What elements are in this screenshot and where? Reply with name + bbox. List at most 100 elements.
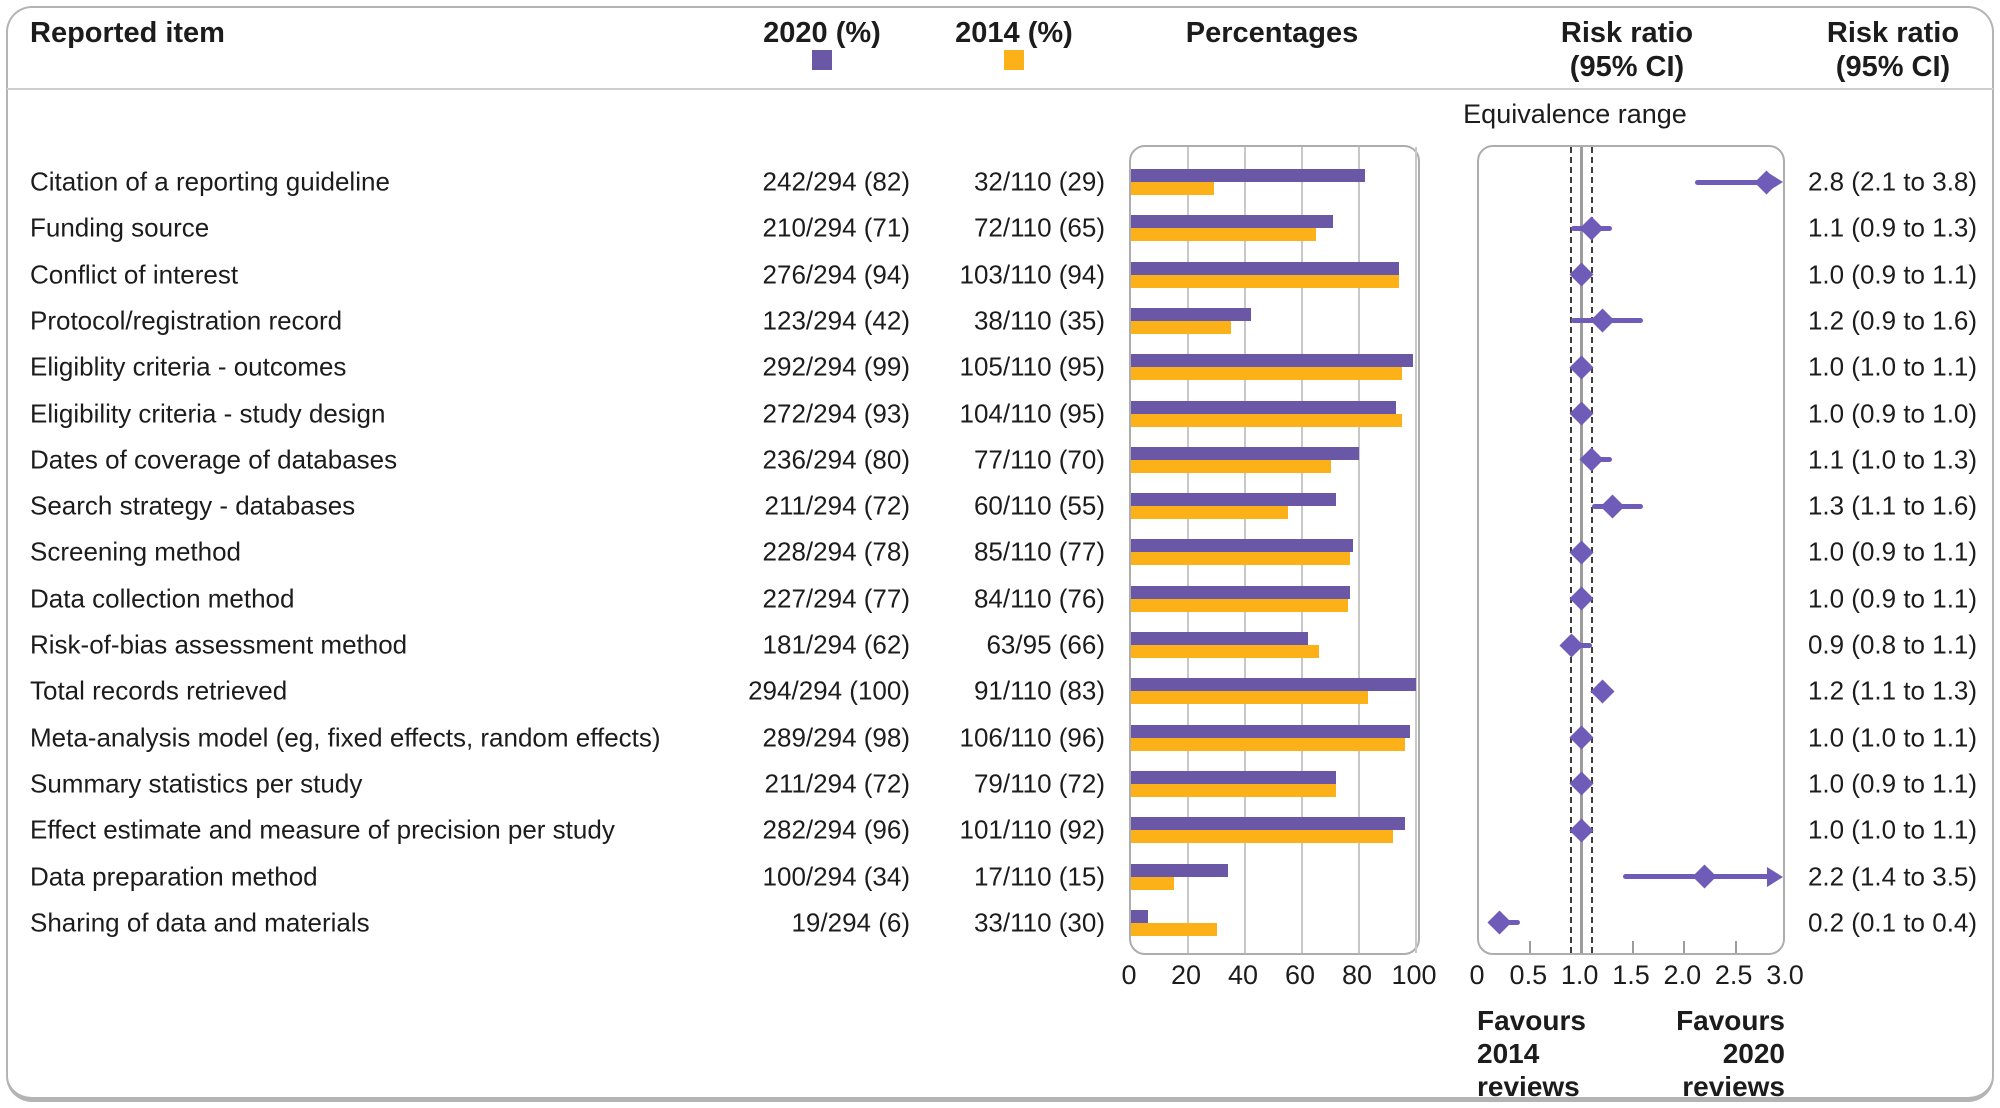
row-label: Risk-of-bias assessment method — [30, 629, 408, 660]
favours-left-line3: reviews — [1477, 1071, 1580, 1102]
percent-axis-tick-label: 20 — [1170, 960, 1202, 990]
value-2020: 289/294 (98) — [762, 722, 910, 753]
column-header-percentages: Percentages — [1185, 17, 1359, 49]
table-row: Screening method 228/294 (78) 85/110 (77) 1… — [0, 529, 2000, 575]
ci-arrowhead — [1767, 866, 1783, 887]
value-2020: 210/294 (71) — [762, 212, 910, 243]
bar-2020 — [1131, 678, 1416, 692]
percentages-bar-panel — [1129, 145, 1420, 955]
risk-ratio-header-line2: (95% CI) — [1835, 51, 1951, 83]
value-2020: 19/294 (6) — [791, 907, 910, 938]
row-label: Eligiblity criteria - outcomes — [30, 351, 347, 382]
percent-axis-tick-label: 60 — [1284, 960, 1316, 990]
value-2014: 60/110 (55) — [973, 490, 1105, 521]
value-2014: 85/110 (77) — [973, 536, 1105, 567]
value-2014: 105/110 (95) — [959, 351, 1105, 382]
value-2014: 101/110 (92) — [959, 814, 1105, 845]
value-2020: 181/294 (62) — [762, 629, 910, 660]
row-label: Data collection method — [30, 583, 295, 614]
row-label: Dates of coverage of databases — [30, 444, 398, 475]
table-row: Data preparation method 100/294 (34) 17/11… — [0, 854, 2000, 900]
value-2020: 211/294 (72) — [764, 768, 910, 799]
value-2020: 242/294 (82) — [762, 166, 910, 197]
risk-ratio-value: 1.1 (0.9 to 1.3) — [1807, 212, 1978, 243]
table-row: Total records retrieved 294/294 (100) 91/1… — [0, 668, 2000, 714]
value-2014: 17/110 (15) — [973, 861, 1105, 891]
risk-ratio-value: 1.2 (1.1 to 1.3) — [1807, 675, 1978, 706]
bar-2014 — [1131, 645, 1320, 658]
value-2014: 84/110 (76) — [973, 583, 1105, 614]
table-row: Citation of a reporting guideline 242/294… — [0, 159, 2000, 205]
value-2020: 100/294 (34) — [762, 861, 910, 891]
table-row: Eligibility criteria - study design 272/2… — [0, 391, 2000, 437]
bar-2014 — [1131, 182, 1214, 195]
bar-2020 — [1131, 539, 1354, 553]
percent-axis-tick-label: 40 — [1227, 960, 1259, 990]
table-row: Data collection method 227/294 (77) 84/110… — [0, 576, 2000, 622]
value-2020: 272/294 (93) — [762, 398, 910, 428]
bar-2014 — [1131, 459, 1331, 473]
rr-axis-tick-label: 1.0 — [1560, 960, 1599, 990]
rr-axis-tick — [1734, 941, 1737, 953]
bar-2014 — [1131, 413, 1402, 427]
value-2014: 77/110 (70) — [973, 444, 1105, 475]
table-row: Dates of coverage of databases 236/294 (8… — [0, 437, 2000, 483]
value-2020: 282/294 (96) — [762, 814, 910, 845]
bar-2020 — [1131, 400, 1397, 414]
header-divider — [7, 88, 1993, 90]
table-row: Funding source 210/294 (71) 72/110 (65) 1.1… — [0, 205, 2000, 251]
value-2014: 38/110 (35) — [973, 305, 1105, 336]
bar-2014 — [1131, 274, 1399, 288]
bar-2014 — [1131, 367, 1402, 381]
row-label: Eligibility criteria - study design — [30, 398, 386, 428]
row-label: Effect estimate and measure of precision… — [30, 814, 615, 845]
bar-2014 — [1131, 737, 1405, 751]
rr-axis-tick — [1529, 941, 1532, 953]
favours-left-line1: Favours — [1477, 1005, 1586, 1036]
row-label: Data preparation method — [30, 861, 318, 891]
row-label: Funding source — [30, 212, 210, 243]
risk-ratio-value: 1.0 (0.9 to 1.1) — [1807, 259, 1978, 290]
bar-2020 — [1131, 261, 1399, 275]
risk-ratio-value: 1.0 (0.9 to 1.0) — [1807, 398, 1978, 428]
value-2020: 294/294 (100) — [748, 675, 910, 706]
value-2014: 103/110 (94) — [959, 259, 1105, 290]
bar-2014 — [1131, 552, 1351, 566]
table-row: Effect estimate and measure of precision… — [0, 807, 2000, 853]
risk-ratio-value: 1.0 (1.0 to 1.1) — [1807, 351, 1978, 382]
legend-2020-swatch — [812, 50, 832, 70]
column-header-risk-ratio-text: Risk ratio (95% CI) — [1827, 16, 1959, 84]
gridline-80 — [1358, 147, 1360, 953]
table-row: Meta-analysis model (eg, fixed effects, … — [0, 715, 2000, 761]
value-2020: 276/294 (94) — [762, 259, 910, 290]
table-row: Conflict of interest 276/294 (94) 103/110 … — [0, 252, 2000, 298]
row-label: Screening method — [30, 536, 242, 567]
equivalence-range-label: Equivalence range — [1463, 99, 1687, 129]
risk-ratio-value: 1.0 (0.9 to 1.1) — [1807, 536, 1978, 567]
row-label: Protocol/registration record — [30, 305, 343, 336]
value-2014: 91/110 (83) — [973, 675, 1105, 706]
bar-2014 — [1131, 783, 1337, 797]
risk-ratio-value: 2.2 (1.4 to 3.5) — [1807, 861, 1978, 891]
value-2020: 228/294 (78) — [762, 536, 910, 567]
favours-right-line2: 2020 — [1722, 1038, 1785, 1069]
risk-ratio-value: 2.8 (2.1 to 3.8) — [1807, 166, 1978, 197]
value-2014: 79/110 (72) — [973, 768, 1105, 799]
legend-2014-swatch — [1004, 50, 1024, 70]
bar-2020 — [1131, 632, 1308, 645]
percent-axis-tick-label: 100 — [1391, 960, 1437, 990]
ci-line — [1694, 179, 1769, 185]
table-row: Eligiblity criteria - outcomes 292/294 (9… — [0, 344, 2000, 390]
value-2020: 123/294 (42) — [762, 305, 910, 336]
bar-2020 — [1131, 307, 1251, 321]
percent-axis-tick-label: 0 — [1121, 960, 1137, 990]
rr-axis-tick-label: 2.0 — [1663, 960, 1702, 990]
value-2014: 104/110 (95) — [959, 398, 1105, 428]
bar-2014 — [1131, 922, 1217, 936]
percent-axis-tick-label: 80 — [1341, 960, 1373, 990]
rr-axis-tick — [1632, 941, 1634, 953]
favours-2014-annotation: Favours 2014 reviews — [1477, 1004, 1586, 1103]
row-label: Conflict of interest — [30, 259, 239, 290]
risk-ratio-value: 1.0 (0.9 to 1.1) — [1807, 583, 1978, 614]
